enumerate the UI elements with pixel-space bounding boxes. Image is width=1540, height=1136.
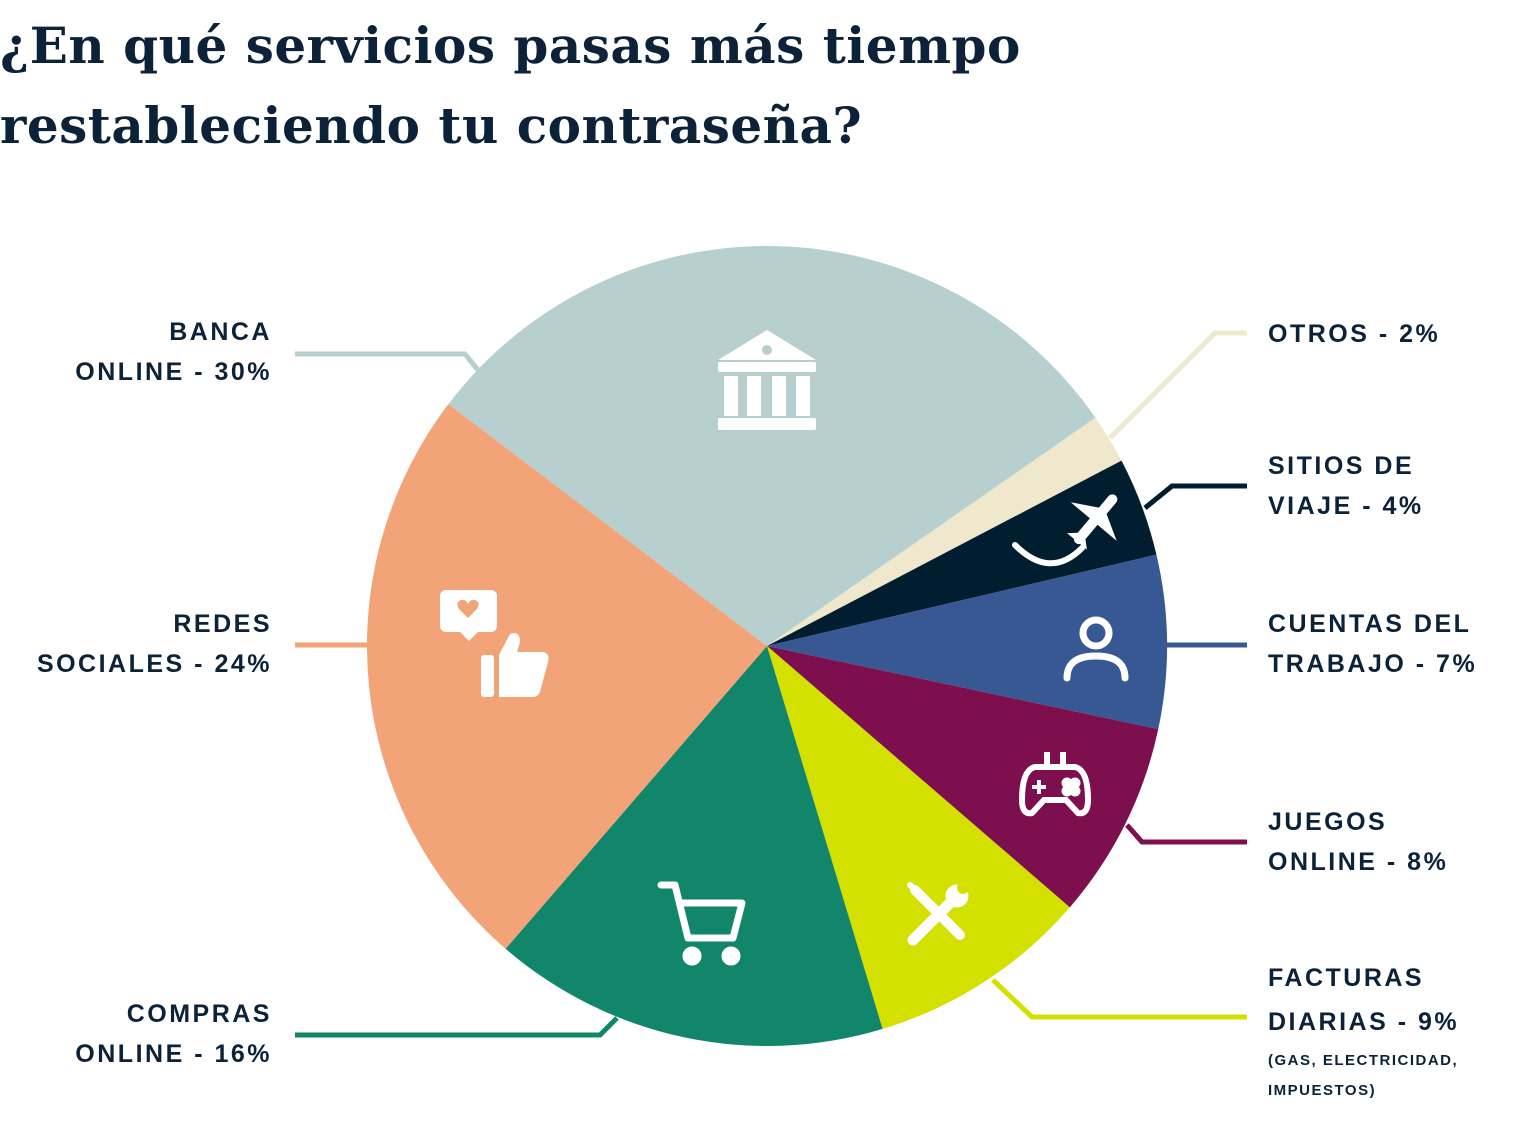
pie-slice-compras-online xyxy=(505,646,883,1046)
leader-line xyxy=(1143,483,1247,510)
shopping-cart-icon xyxy=(657,881,746,966)
label-facturas: FACTURAS DIARIAS - 9% (GAS, ELECTRICIDAD, I… xyxy=(1268,964,1460,1099)
pie-slice-otros xyxy=(767,417,1122,646)
bank-icon xyxy=(718,330,816,430)
gamepad-icon xyxy=(1018,752,1092,817)
pie-slice-cuentas-del-trabajo xyxy=(767,554,1167,730)
label-banca: BANCA ONLINE - 30% xyxy=(75,318,272,386)
leader-line xyxy=(295,1016,619,1038)
label-redes: REDES SOCIALES - 24% xyxy=(36,610,272,678)
pie-slice-juegos-online xyxy=(767,646,1159,908)
label-otros: OTROS - 2% xyxy=(1268,320,1441,348)
leader-line xyxy=(1125,823,1247,845)
leader-line xyxy=(991,978,1247,1020)
pie-slice-sitios-de-viaje xyxy=(767,460,1157,646)
label-viaje: SITIOS DE VIAJE - 4% xyxy=(1268,452,1424,520)
pie-slice-banca-online xyxy=(448,245,1096,646)
tools-icon xyxy=(907,882,969,946)
label-cuentas: CUENTAS DEL TRABAJO - 7% xyxy=(1268,610,1478,678)
leader-line xyxy=(1108,330,1247,440)
leader-line xyxy=(295,351,480,372)
social-like-icon xyxy=(440,590,549,697)
chart-title: ¿En qué servicios pasas más tiempo resta… xyxy=(0,16,1021,155)
label-compras: COMPRAS ONLINE - 16% xyxy=(75,1000,272,1068)
user-icon xyxy=(1063,616,1129,682)
pie-slice-redes-sociales xyxy=(366,404,767,949)
pie-slice-facturas-diarias xyxy=(767,646,1070,1029)
label-juegos: JUEGOS ONLINE - 8% xyxy=(1268,808,1449,876)
